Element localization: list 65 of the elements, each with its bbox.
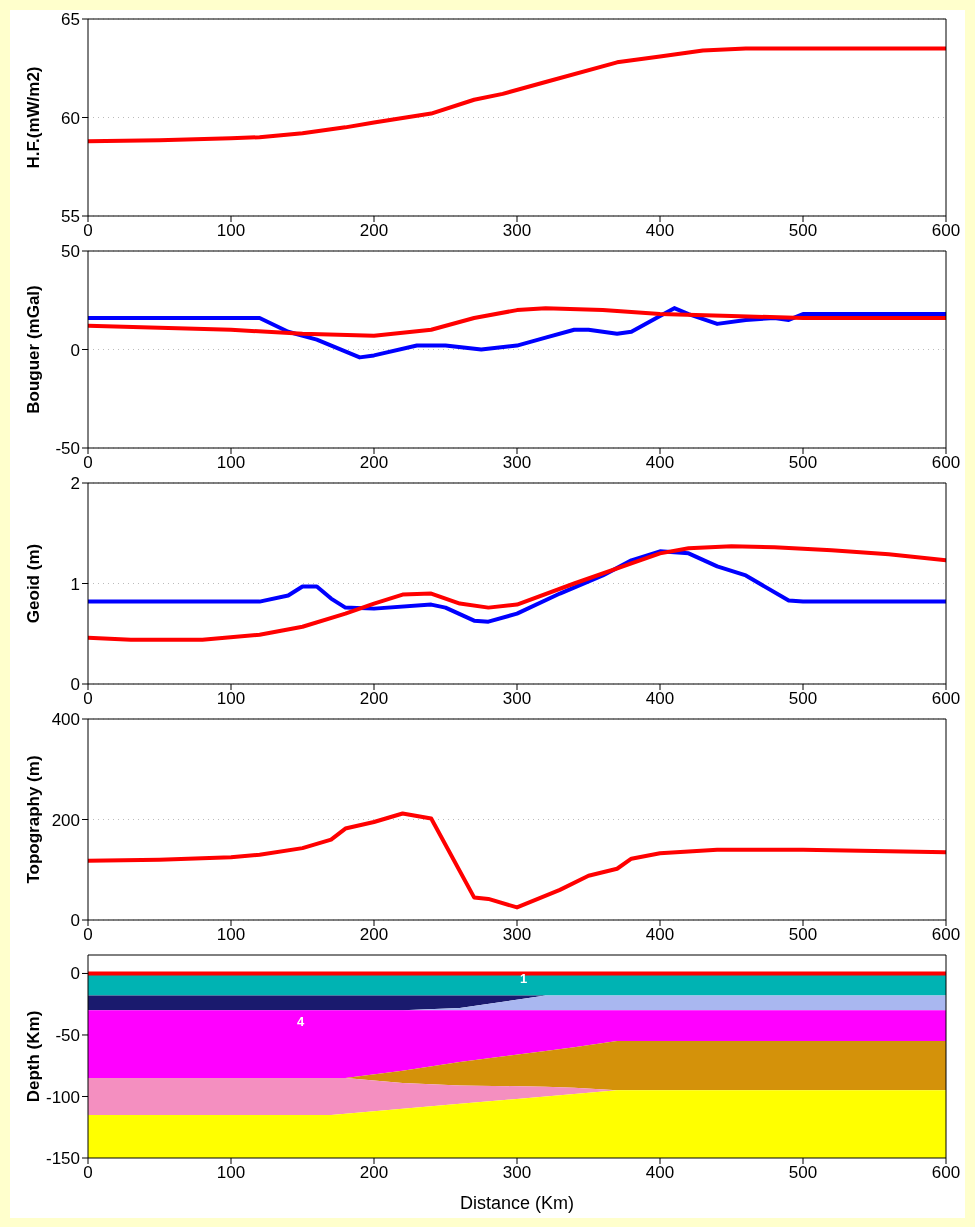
x-tick-label: 600 [931,1163,961,1183]
x-tick-label: 300 [502,1163,532,1183]
x-tick-label: 600 [931,453,961,473]
y-tick-label: 400 [51,710,80,730]
line-series [88,544,946,642]
y-tick-label: 0 [70,964,80,984]
x-tick-label: 600 [931,925,961,945]
line-series [88,306,946,338]
y-tick-label: -150 [45,1149,80,1169]
y-tick-label: 0 [70,340,80,360]
y-axis-title: Geoid (m) [24,543,44,624]
x-tick-label: 100 [216,453,246,473]
line-series [88,306,946,360]
x-axis-title: Distance (Km) [459,1192,575,1213]
y-tick-label: -50 [55,439,80,459]
line-series [88,549,946,624]
x-tick-label: 100 [216,689,246,709]
x-tick-label: 300 [502,925,532,945]
annotation: 4 [297,1014,305,1029]
x-tick-label: 500 [788,221,818,241]
x-tick-label: 600 [931,689,961,709]
x-tick-label: 100 [216,925,246,945]
x-tick-label: 500 [788,453,818,473]
x-tick-label: 200 [359,1163,389,1183]
x-tick-label: 200 [359,925,389,945]
x-tick-label: 0 [83,689,93,709]
x-tick-label: 100 [216,1163,246,1183]
x-tick-label: 200 [359,221,389,241]
y-tick-label: -100 [45,1087,80,1107]
x-tick-label: 300 [502,689,532,709]
y-tick-label: 2 [70,474,80,494]
y-tick-label: 0 [70,675,80,695]
x-tick-label: 400 [645,925,675,945]
x-tick-label: 500 [788,925,818,945]
annotation: 1 [520,971,528,986]
y-tick-label: 55 [61,207,80,227]
x-tick-label: 400 [645,1163,675,1183]
y-tick-label: -50 [55,1026,80,1045]
x-tick-label: 300 [502,221,532,241]
x-tick-label: 400 [645,221,675,241]
line-series [88,46,946,144]
x-tick-label: 0 [83,925,93,945]
x-tick-label: 500 [788,1163,818,1183]
x-tick-label: 400 [645,453,675,473]
x-tick-label: 300 [502,453,532,473]
y-tick-label: 1 [70,574,80,594]
line-series [88,811,946,910]
y-axis-title: Depth (Km) [24,1010,44,1103]
y-tick-label: 200 [51,810,80,830]
x-tick-label: 500 [788,689,818,709]
x-tick-label: 0 [83,1163,93,1183]
x-tick-label: 100 [216,221,246,241]
x-tick-label: 0 [83,453,93,473]
y-axis-title: H.F.(mW/m2) [24,66,44,169]
x-tick-label: 0 [83,221,93,241]
x-tick-label: 200 [359,689,389,709]
x-tick-label: 200 [359,453,389,473]
x-tick-label: 600 [931,221,961,241]
y-tick-label: 50 [61,242,80,262]
y-tick-label: 60 [61,108,80,128]
y-axis-title: Topography (m) [24,755,44,884]
y-axis-title: Bouguer (mGal) [24,285,44,414]
y-tick-label: 65 [61,10,80,30]
y-tick-label: 0 [70,911,80,931]
x-tick-label: 400 [645,689,675,709]
